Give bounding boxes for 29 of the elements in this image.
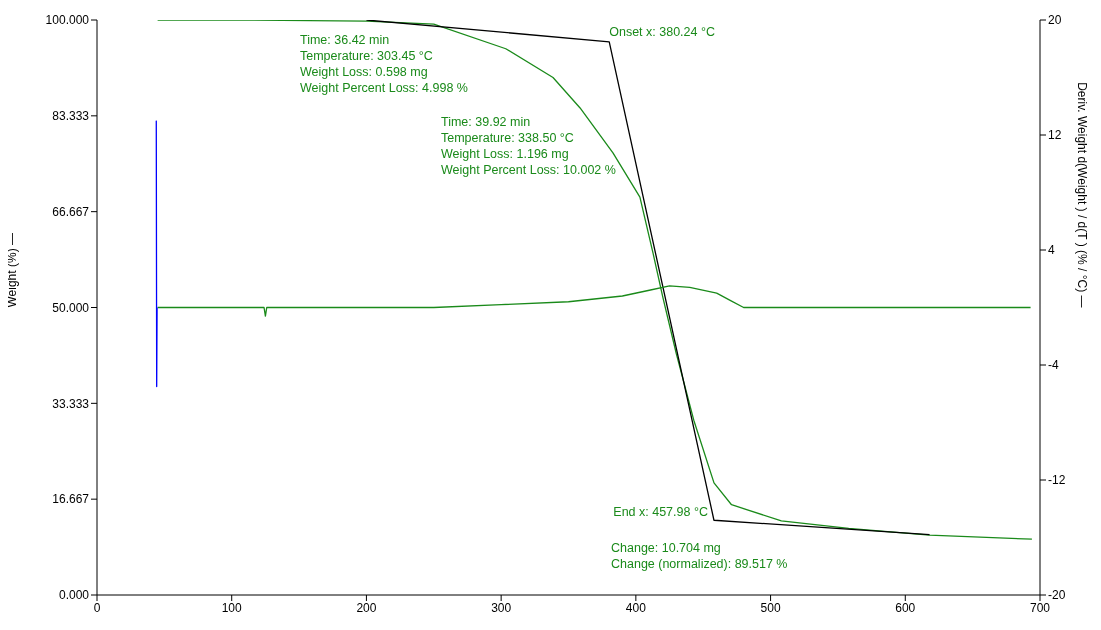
y-axis-title: Weight (%) — [5, 233, 20, 308]
x-tick-label: 700 [1029, 600, 1051, 615]
annotation: Time: 39.92 min Temperature: 338.50 °C Weight Loss: 1.196 mg Weight Percent Loss: 10.002 % [441, 115, 616, 177]
y-tick-label: 100.000 [45, 13, 90, 28]
x-tick-label: 500 [760, 600, 781, 615]
y2-tick-label: 4 [1048, 243, 1055, 258]
annotation: End x: 457.98 °C [613, 505, 708, 520]
y-tick-label: 0.000 [58, 588, 90, 603]
y-tick-label: 33.333 [52, 396, 90, 411]
y-tick-label: 16.667 [52, 492, 90, 507]
x-tick-label: 600 [895, 600, 916, 615]
y2-tick-label: -20 [1048, 588, 1066, 603]
x-tick-label: 300 [491, 600, 512, 615]
annotation: Onset x: 380.24 °C [609, 24, 715, 39]
annotation: Change: 10.704 mg Change (normalized): 89.517 % [611, 541, 788, 571]
y2-axis-title: Deriv. Weight d(Weight ) / d(T ) (% / °C) — [1074, 82, 1089, 308]
y-tick-label: 66.667 [52, 204, 90, 219]
annotation: Time: 36.42 min Temperature: 303.45 °C Weight Loss: 0.598 mg Weight Percent Loss: 4.998 % [300, 33, 468, 95]
x-tick-label: 100 [221, 600, 243, 615]
y2-tick-label: 12 [1048, 128, 1062, 143]
y-tick-label: 50.000 [52, 300, 90, 315]
y2-tick-label: 20 [1048, 13, 1062, 28]
line-series [156, 20, 1033, 540]
y-tick-label: 83.333 [52, 109, 90, 124]
x-tick-label: 400 [625, 600, 647, 615]
x-tick-label: 0 [93, 600, 101, 615]
y2-tick-label: -4 [1048, 358, 1059, 373]
x-tick-label: 200 [356, 600, 377, 615]
y2-tick-label: -12 [1048, 473, 1066, 488]
